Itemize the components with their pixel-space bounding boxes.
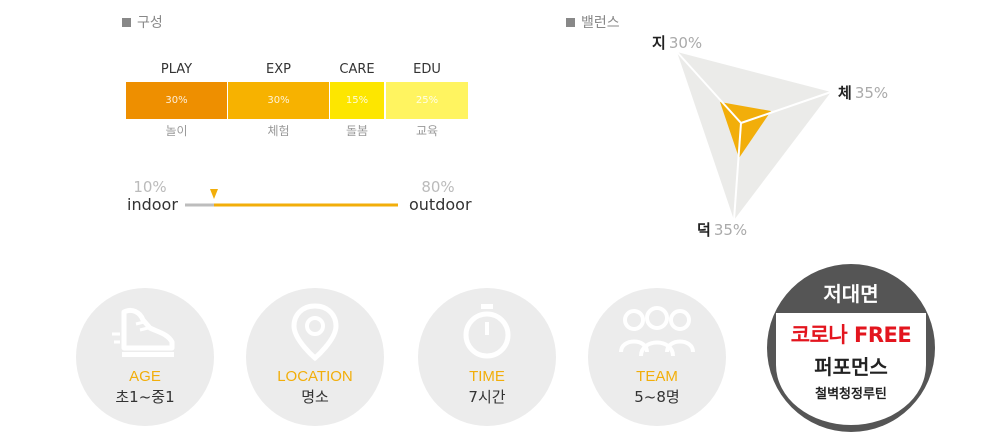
info-team-value: 5~8명 — [634, 388, 680, 406]
stopwatch-icon — [418, 302, 556, 364]
segment-label-exp: EXP — [266, 62, 291, 77]
covid-free-badge: 저대면 코로나 FREE 퍼포먼스 철벽청정루틴 — [767, 264, 935, 432]
segment-sub-edu: 교육 — [415, 124, 439, 138]
segment-sub-exp: 체험 — [267, 124, 290, 138]
radar-axis-che — [740, 91, 832, 124]
balance-radar-chart — [676, 51, 832, 221]
composition-title: 구성 — [122, 12, 163, 32]
radar-axis-deok — [733, 122, 742, 221]
badge-headline: 코로나 FREE — [790, 323, 912, 347]
slider-marker-icon — [210, 189, 218, 199]
segment-label-play: PLAY — [160, 62, 193, 77]
outdoor-percent: 80% — [421, 178, 455, 196]
outdoor-label: outdoor — [409, 195, 472, 214]
info-card-time: TIME 7시간 — [418, 288, 556, 426]
badge-inner-panel: 코로나 FREE 퍼포먼스 철벽청정루틴 — [776, 313, 926, 425]
info-card-location: LOCATION 명소 — [246, 288, 384, 426]
info-team-title: TEAM — [636, 368, 678, 385]
segment-bar-exp: 30% — [228, 82, 329, 119]
info-age-value: 초1~중1 — [115, 388, 175, 406]
radar-label-ji: 지 30% — [652, 34, 703, 52]
segment-label-edu: EDU — [413, 62, 441, 77]
indoor-label: indoor — [127, 195, 178, 214]
info-age-title: AGE — [129, 368, 161, 385]
segment-sub-play: 놀이 — [165, 124, 188, 138]
indoor-outdoor-slider — [185, 189, 398, 207]
badge-top-text: 저대면 — [823, 282, 879, 306]
balance-title: 밸런스 — [566, 12, 620, 32]
info-time-title: TIME — [469, 368, 505, 385]
badge-subtitle: 퍼포먼스 — [814, 355, 888, 379]
radar-value-area — [720, 102, 771, 158]
info-time-value: 7시간 — [468, 388, 506, 406]
info-location-value: 명소 — [301, 388, 329, 406]
badge-caption: 철벽청정루틴 — [815, 387, 887, 402]
bullet-square-icon — [566, 18, 575, 27]
radar-label-che: 체 35% — [838, 84, 889, 102]
segment-label-care: CARE — [339, 62, 375, 77]
indoor-percent: 10% — [133, 178, 167, 196]
team-icon — [588, 302, 726, 364]
segment-sub-care: 돌봄 — [345, 124, 369, 138]
radar-axis-ji — [676, 51, 742, 124]
segment-bar-play: 30% — [126, 82, 227, 119]
location-pin-icon — [246, 302, 384, 364]
radar-label-deok: 덕 35% — [697, 221, 748, 239]
bullet-square-icon — [122, 18, 131, 27]
info-location-title: LOCATION — [277, 368, 353, 385]
segment-bar-care: 15% — [330, 82, 384, 119]
info-card-age: AGE 초1~중1 — [76, 288, 214, 426]
info-card-team: TEAM 5~8명 — [588, 288, 726, 426]
segment-bar-edu: 25% — [386, 82, 468, 119]
sneaker-icon — [76, 302, 214, 362]
